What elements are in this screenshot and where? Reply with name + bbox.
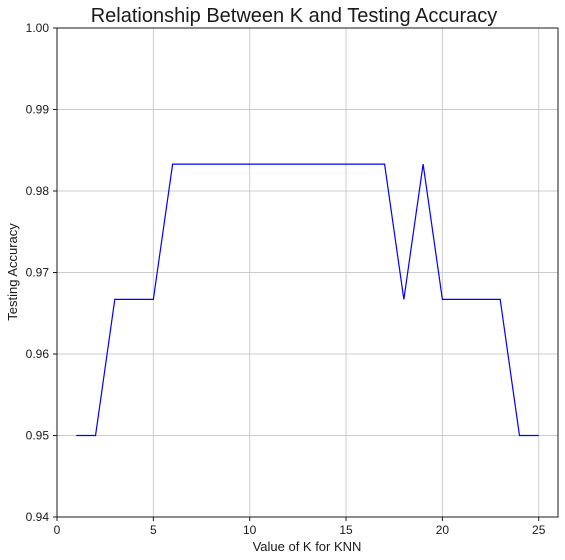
y-axis: 0.94 0.95 0.96 0.97 0.98 0.99 1.00 xyxy=(26,21,57,524)
x-tick-label: 25 xyxy=(532,523,546,537)
x-axis-label: Value of K for KNN xyxy=(253,539,362,554)
y-tick-label: 0.99 xyxy=(26,103,50,117)
y-tick-label: 0.96 xyxy=(26,347,50,361)
y-axis-label: Testing Accuracy xyxy=(5,223,20,321)
x-tick-label: 20 xyxy=(436,523,450,537)
y-tick-label: 0.94 xyxy=(26,510,50,524)
y-tick-label: 0.95 xyxy=(26,429,50,443)
chart-title: Relationship Between K and Testing Accur… xyxy=(91,5,498,27)
series-layer xyxy=(76,163,539,437)
x-axis: 0 5 10 15 20 25 xyxy=(54,517,546,537)
x-tick-label: 0 xyxy=(54,523,61,537)
x-tick-label: 10 xyxy=(243,523,257,537)
x-tick-label: 5 xyxy=(150,523,157,537)
grid xyxy=(56,28,558,517)
x-tick-label: 15 xyxy=(339,523,353,537)
y-tick-label: 0.97 xyxy=(26,266,50,280)
y-tick-label: 1.00 xyxy=(26,21,50,35)
series-line xyxy=(76,163,539,437)
y-tick-label: 0.98 xyxy=(26,184,50,198)
